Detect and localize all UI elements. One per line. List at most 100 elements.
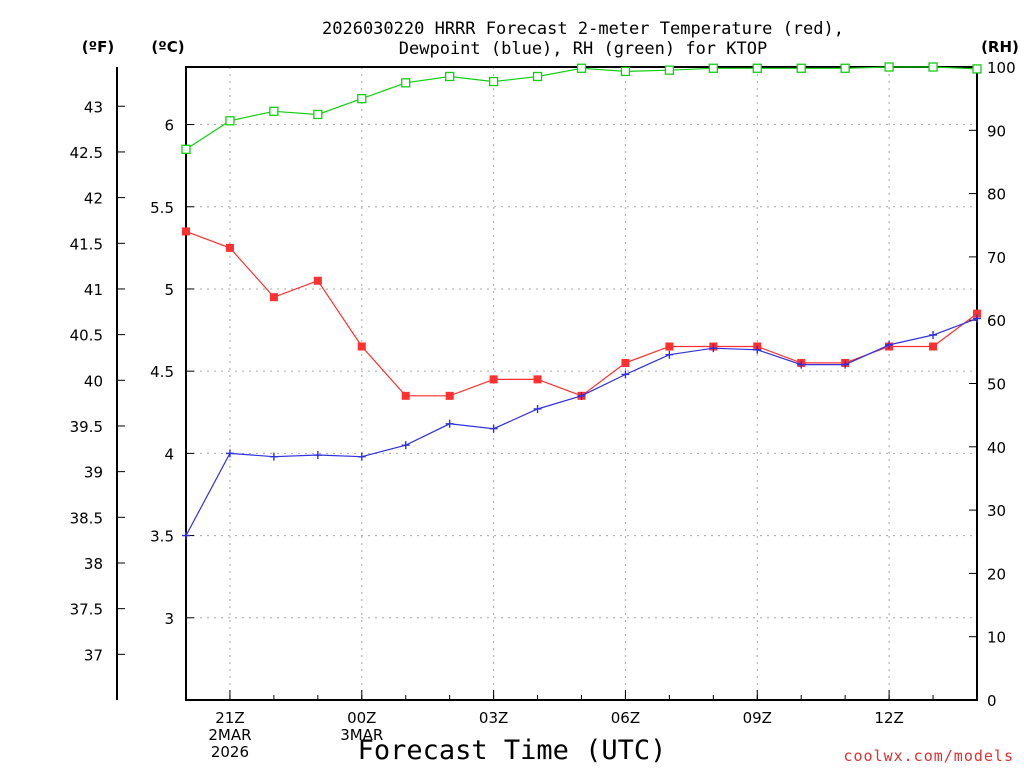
x-tick-label: 3MAR — [340, 726, 383, 744]
fahrenheit-tick-label: 40.5 — [70, 327, 103, 345]
credit-label[interactable]: coolwx.com/models — [843, 747, 1014, 765]
rh-point — [401, 78, 411, 88]
fahrenheit-unit-label: (ºF) — [82, 38, 114, 56]
rh-point — [884, 62, 894, 72]
x-tick-label: 00Z — [347, 709, 376, 727]
rh-tick-label: 40 — [987, 439, 1006, 457]
rh-point — [752, 63, 762, 73]
temperature-point — [313, 276, 322, 285]
rh-tick-label: 80 — [987, 186, 1006, 204]
rh-point — [225, 116, 235, 126]
fahrenheit-tick-label: 41.5 — [70, 235, 103, 253]
rh-line — [185, 66, 978, 150]
rh-point — [664, 65, 675, 75]
fahrenheit-tick-label: 39 — [84, 464, 103, 482]
rh-point — [357, 94, 367, 104]
temperature-point — [489, 375, 498, 384]
data-series — [181, 62, 982, 540]
fahrenheit-tick-label: 38 — [84, 555, 103, 573]
rh-tick-label: 100 — [987, 59, 1016, 77]
fahrenheit-tick-label: 41 — [84, 281, 103, 299]
rh-point — [840, 63, 850, 73]
celsius-unit-label: (ºC) — [151, 38, 184, 56]
x-tick-label: 06Z — [611, 709, 640, 727]
rh-tick-label: 20 — [987, 565, 1006, 583]
x-tick-label: 21Z — [215, 709, 244, 727]
rh-point — [181, 144, 191, 154]
x-tick-label: 03Z — [479, 709, 508, 727]
celsius-tick-label: 3.5 — [150, 528, 174, 546]
fahrenheit-tick-label: 37 — [84, 646, 103, 664]
fahrenheit-tick-label: 39.5 — [70, 418, 103, 436]
dewpoint-point — [753, 345, 762, 354]
temperature-point — [445, 391, 454, 400]
dewpoint-point — [665, 350, 674, 359]
temperature-point — [357, 342, 366, 351]
rh-point — [796, 63, 806, 73]
temperature-point — [929, 342, 938, 351]
plot-frame — [185, 66, 978, 701]
dewpoint-point — [225, 449, 234, 458]
rh-tick-label: 90 — [987, 122, 1006, 140]
rh-point — [972, 64, 982, 74]
x-tick-label: 2MAR — [208, 726, 251, 744]
rh-tick-label: 70 — [987, 249, 1006, 267]
dewpoint-point — [401, 441, 410, 450]
celsius-tick-label: 6 — [164, 117, 174, 135]
dewpoint-point — [797, 360, 806, 369]
rh-point — [532, 71, 543, 82]
fahrenheit-tick-label: 42 — [84, 190, 103, 208]
temperature-point — [225, 243, 234, 252]
celsius-tick-label: 5 — [164, 281, 174, 299]
rh-point — [708, 63, 718, 73]
dewpoint-point — [621, 370, 630, 379]
celsius-tick-label: 4 — [164, 445, 174, 463]
dewpoint-point — [973, 314, 981, 323]
x-tick-label: 2026 — [211, 743, 249, 761]
temperature-point — [401, 391, 410, 400]
rh-point — [445, 71, 455, 82]
fahrenheit-tick-label: 42.5 — [70, 144, 103, 162]
rh-point — [488, 76, 499, 87]
rh-point — [576, 63, 587, 73]
temperature-point — [973, 309, 981, 318]
dewpoint-line — [185, 318, 978, 536]
dewpoint-point — [885, 340, 894, 349]
grid-lines — [186, 67, 977, 700]
dewpoint-point — [269, 452, 278, 461]
x-tick-label: 09Z — [743, 709, 772, 727]
rh-point — [620, 66, 631, 77]
fahrenheit-tick-label: 43 — [84, 98, 103, 116]
celsius-tick-label: 3 — [164, 610, 174, 628]
temperature-point — [533, 375, 542, 384]
dewpoint-point — [929, 330, 938, 339]
rh-tick-label: 60 — [987, 312, 1006, 330]
temperature-point — [182, 227, 190, 236]
temperature-point — [621, 358, 630, 367]
rh-tick-label: 50 — [987, 376, 1006, 394]
fahrenheit-tick-label: 37.5 — [70, 601, 103, 619]
temperature-point — [269, 293, 278, 302]
fahrenheit-tick-label: 38.5 — [70, 509, 103, 527]
x-axis-label: Forecast Time (UTC) — [358, 735, 667, 766]
temperature-point — [665, 342, 674, 351]
rh-point — [928, 62, 938, 72]
dewpoint-point — [489, 424, 498, 433]
dewpoint-point — [709, 344, 718, 353]
chart-title-line2: Dewpoint (blue), RH (green) for KTOP — [399, 39, 767, 59]
rh-point — [269, 106, 279, 116]
rh-unit-label: (RH) — [981, 38, 1019, 56]
dewpoint-point — [357, 452, 366, 461]
x-tick-label: 12Z — [874, 709, 903, 727]
rh-point — [313, 109, 323, 120]
rh-tick-label: 10 — [987, 629, 1006, 647]
dewpoint-point — [182, 531, 190, 540]
dewpoint-point — [445, 419, 454, 428]
celsius-tick-label: 4.5 — [150, 363, 174, 381]
dewpoint-point — [841, 360, 850, 369]
rh-tick-label: 0 — [987, 692, 997, 710]
celsius-tick-label: 5.5 — [150, 199, 174, 217]
dewpoint-point — [533, 404, 542, 413]
fahrenheit-tick-label: 40 — [84, 372, 103, 390]
